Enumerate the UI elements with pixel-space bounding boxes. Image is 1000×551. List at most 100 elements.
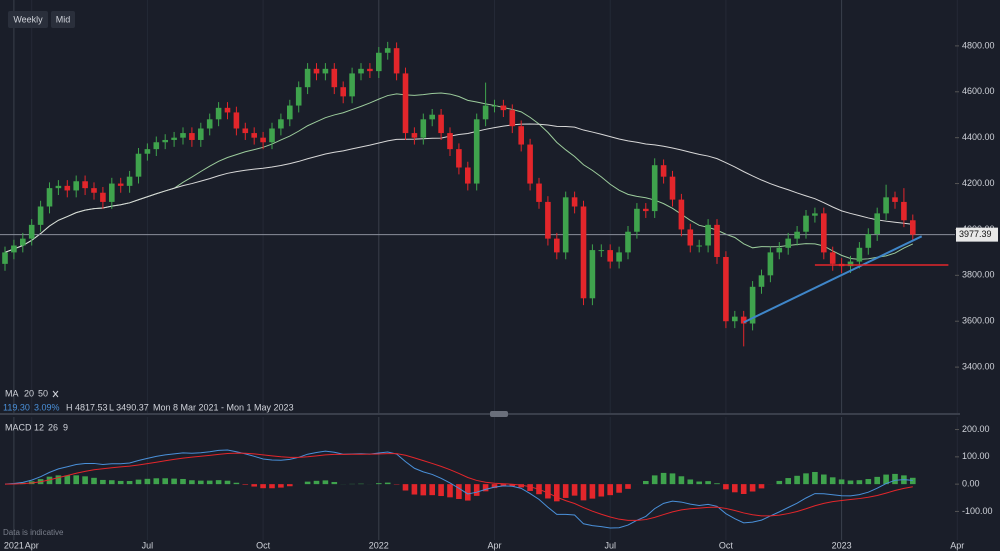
candle-body bbox=[198, 128, 204, 140]
macd-histogram bbox=[384, 482, 391, 485]
macd-histogram bbox=[180, 478, 186, 485]
macd-histogram bbox=[616, 484, 622, 493]
candle-body bbox=[794, 231, 800, 239]
candle-body bbox=[206, 119, 213, 129]
candle-body bbox=[393, 48, 400, 74]
candle-body bbox=[295, 87, 302, 106]
candle-body bbox=[812, 213, 818, 216]
interval-label[interactable]: Weekly bbox=[13, 14, 43, 24]
price-type-label[interactable]: Mid bbox=[56, 14, 71, 24]
candle-body bbox=[402, 73, 409, 134]
macd-histogram bbox=[215, 480, 222, 485]
macd-histogram bbox=[571, 484, 578, 496]
candle-body bbox=[331, 68, 338, 88]
macd-histogram bbox=[287, 484, 293, 487]
candle-body bbox=[723, 256, 729, 322]
trend-line bbox=[743, 235, 923, 324]
candle-body bbox=[304, 68, 311, 88]
macd-histogram bbox=[696, 481, 702, 485]
x-tick-label: Apr bbox=[487, 540, 501, 550]
macd-histogram bbox=[883, 474, 889, 485]
candle-body bbox=[82, 181, 88, 189]
macd-line bbox=[4, 449, 913, 529]
x-tick-label: Oct bbox=[256, 540, 271, 550]
macd-histogram bbox=[304, 481, 311, 485]
y-tick-label: 3400.00 bbox=[962, 361, 995, 371]
interval-button[interactable] bbox=[8, 11, 48, 28]
candle-body bbox=[420, 119, 427, 138]
macd-histogram bbox=[473, 484, 480, 496]
macd-histogram bbox=[678, 476, 685, 485]
candle-body bbox=[242, 128, 249, 134]
candle-body bbox=[732, 316, 738, 322]
x-tick-label: Apr bbox=[950, 540, 964, 550]
candle-body bbox=[856, 247, 863, 262]
macd-histogram bbox=[785, 478, 791, 485]
ma-period: 50 bbox=[38, 388, 48, 398]
candle-body bbox=[11, 245, 17, 253]
price-type-button[interactable] bbox=[51, 11, 75, 28]
candle-body bbox=[660, 165, 667, 177]
macd-histogram bbox=[892, 473, 898, 485]
ma-period: 20 bbox=[24, 388, 34, 398]
macd-histogram bbox=[73, 475, 79, 485]
x-tick-label: Jul bbox=[604, 540, 616, 550]
candle-body bbox=[260, 137, 266, 143]
candle-body bbox=[589, 250, 596, 299]
candle-body bbox=[562, 197, 569, 253]
divider-handle[interactable] bbox=[490, 411, 508, 417]
candle-body bbox=[153, 142, 160, 150]
candle-body bbox=[545, 201, 551, 239]
candle-body bbox=[616, 252, 622, 262]
macd-histogram bbox=[812, 471, 818, 485]
candle-body bbox=[509, 110, 516, 127]
candle-body bbox=[376, 52, 382, 72]
macd-histogram bbox=[251, 484, 257, 487]
candle-body bbox=[829, 252, 836, 264]
disclaimer: Data is indicative bbox=[3, 528, 64, 537]
candle-body bbox=[892, 197, 898, 202]
candle-body bbox=[73, 181, 79, 191]
candle-body bbox=[55, 185, 62, 189]
macd-histogram bbox=[491, 484, 498, 489]
date-range: Mon 8 Mar 2021 - Mon 1 May 2023 bbox=[153, 402, 294, 412]
x-tick-label: 2023 bbox=[832, 540, 852, 550]
macd-histogram bbox=[732, 484, 738, 493]
candle-body bbox=[865, 234, 872, 248]
candle-body bbox=[233, 112, 240, 129]
high-label: H 4817.53 bbox=[66, 402, 108, 412]
candle-body bbox=[749, 286, 756, 324]
candle-body bbox=[2, 252, 8, 264]
candle-body bbox=[500, 105, 507, 111]
candle-body bbox=[278, 119, 284, 129]
current-price-label: 3977.39 bbox=[959, 229, 992, 239]
candle-body bbox=[527, 144, 533, 184]
macd-histogram bbox=[109, 480, 115, 485]
macd-param: 12 bbox=[34, 422, 44, 432]
y-tick-label: 200.00 bbox=[962, 424, 990, 434]
candle-body bbox=[269, 128, 275, 143]
candle-body bbox=[135, 153, 142, 177]
candle-body bbox=[224, 107, 231, 113]
macd-histogram bbox=[838, 479, 845, 485]
candle-body bbox=[126, 176, 133, 186]
macd-histogram bbox=[651, 475, 658, 485]
macd-histogram bbox=[794, 475, 800, 485]
macd-histogram bbox=[660, 472, 667, 485]
x-tick-label: 2021 bbox=[4, 540, 24, 550]
candle-body bbox=[714, 224, 720, 257]
macd-histogram bbox=[874, 476, 880, 485]
macd-histogram bbox=[144, 478, 151, 485]
candle-body bbox=[109, 183, 115, 202]
candle-body bbox=[554, 238, 560, 253]
macd-histogram bbox=[705, 481, 711, 485]
x-tick-label: Apr bbox=[25, 540, 39, 550]
candle-body bbox=[776, 247, 783, 253]
candle-body bbox=[384, 48, 391, 53]
macd-histogram bbox=[829, 477, 836, 485]
macd-histogram bbox=[562, 484, 569, 498]
macd-histogram bbox=[687, 479, 694, 485]
ma-close-icon[interactable] bbox=[52, 390, 59, 398]
candle-body bbox=[340, 87, 346, 97]
candle-body bbox=[571, 197, 578, 207]
